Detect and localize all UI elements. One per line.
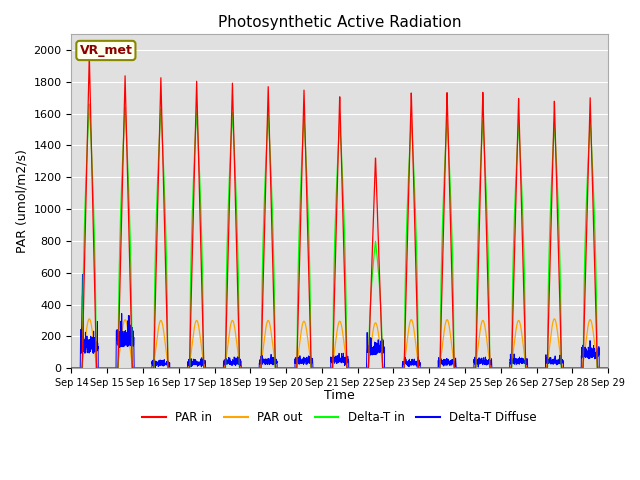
Text: VR_met: VR_met [79,44,132,57]
Title: Photosynthetic Active Radiation: Photosynthetic Active Radiation [218,15,461,30]
Legend: PAR in, PAR out, Delta-T in, Delta-T Diffuse: PAR in, PAR out, Delta-T in, Delta-T Dif… [138,407,542,429]
Y-axis label: PAR (umol/m2/s): PAR (umol/m2/s) [15,149,28,253]
X-axis label: Time: Time [324,389,355,402]
